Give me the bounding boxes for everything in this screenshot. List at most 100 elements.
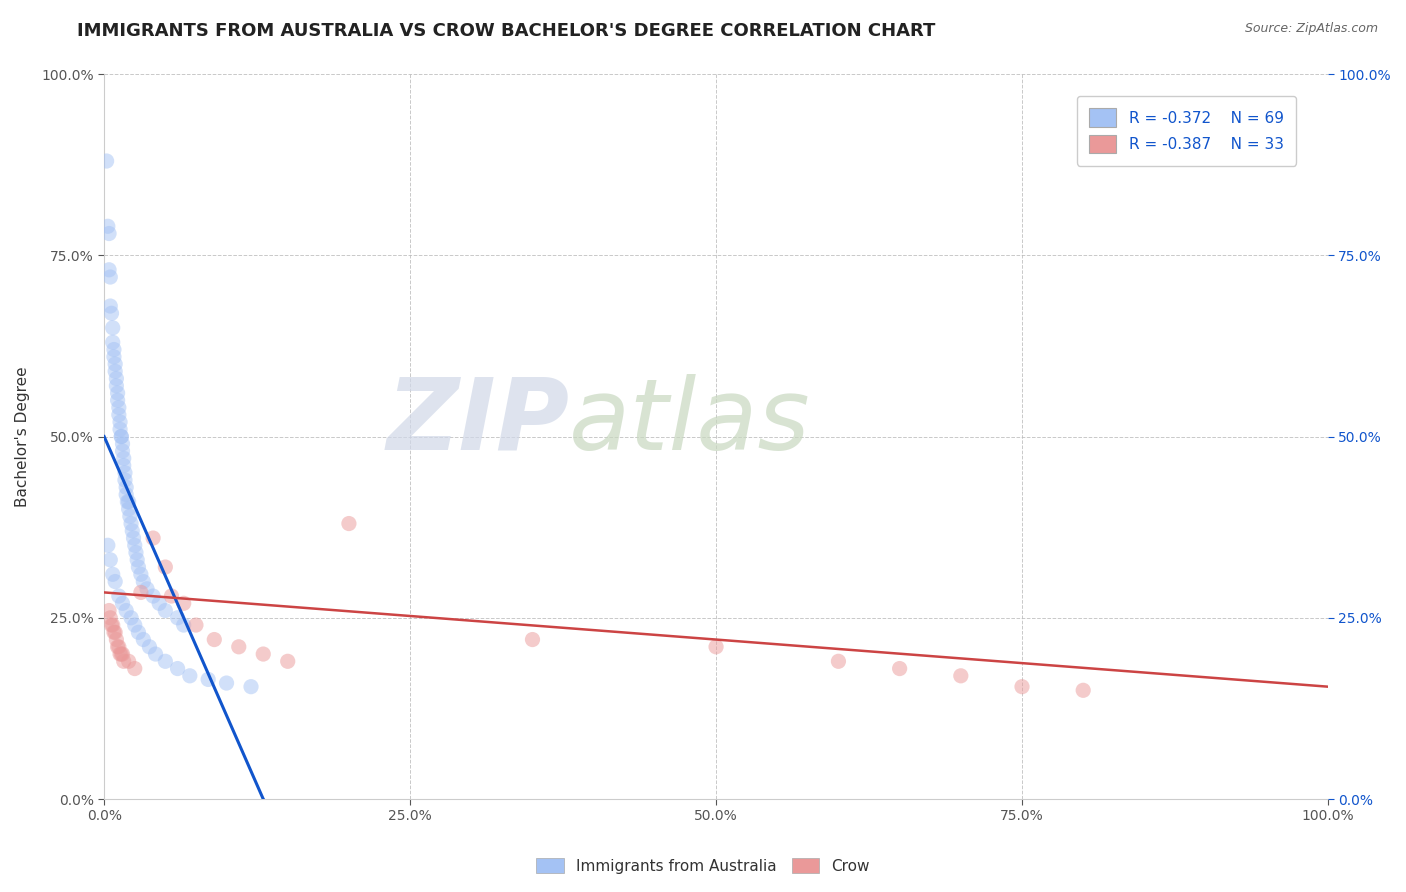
Point — [98, 299, 121, 313]
Point — [124, 618, 146, 632]
Point — [173, 596, 195, 610]
Point — [108, 408, 131, 422]
Point — [115, 487, 138, 501]
Point — [117, 502, 139, 516]
Point — [100, 306, 122, 320]
Point — [184, 618, 207, 632]
Point — [148, 596, 170, 610]
Text: atlas: atlas — [569, 374, 811, 471]
Point — [117, 654, 139, 668]
Point — [127, 553, 149, 567]
Point — [107, 386, 129, 401]
Point — [112, 654, 135, 668]
Point — [100, 618, 122, 632]
Point — [111, 444, 134, 458]
Point — [105, 632, 128, 647]
Point — [122, 531, 145, 545]
Point — [827, 654, 849, 668]
Point — [104, 357, 127, 371]
Point — [103, 625, 125, 640]
Point — [704, 640, 727, 654]
Point — [115, 480, 138, 494]
Point — [110, 429, 132, 443]
Point — [155, 560, 177, 574]
Point — [103, 343, 125, 357]
Point — [101, 320, 124, 334]
Text: IMMIGRANTS FROM AUSTRALIA VS CROW BACHELOR'S DEGREE CORRELATION CHART: IMMIGRANTS FROM AUSTRALIA VS CROW BACHEL… — [77, 22, 936, 40]
Point — [118, 509, 141, 524]
Point — [132, 632, 155, 647]
Point — [98, 611, 121, 625]
Point — [240, 680, 263, 694]
Point — [114, 466, 136, 480]
Point — [101, 335, 124, 350]
Point — [202, 632, 225, 647]
Text: ZIP: ZIP — [387, 374, 569, 471]
Point — [97, 538, 120, 552]
Legend: R = -0.372    N = 69, R = -0.387    N = 33: R = -0.372 N = 69, R = -0.387 N = 33 — [1077, 96, 1296, 166]
Point — [166, 611, 188, 625]
Point — [129, 567, 152, 582]
Point — [98, 270, 121, 285]
Point — [1071, 683, 1094, 698]
Point — [97, 219, 120, 234]
Point — [101, 618, 124, 632]
Point — [160, 589, 183, 603]
Point — [145, 647, 167, 661]
Point — [105, 378, 128, 392]
Point — [125, 545, 148, 559]
Point — [124, 538, 146, 552]
Point — [889, 662, 911, 676]
Point — [98, 553, 121, 567]
Point — [120, 611, 142, 625]
Point — [110, 429, 132, 443]
Point — [104, 625, 127, 640]
Point — [252, 647, 274, 661]
Point — [107, 393, 129, 408]
Point — [111, 647, 134, 661]
Point — [127, 625, 149, 640]
Text: Source: ZipAtlas.com: Source: ZipAtlas.com — [1244, 22, 1378, 36]
Legend: Immigrants from Australia, Crow: Immigrants from Australia, Crow — [530, 852, 876, 880]
Point — [114, 473, 136, 487]
Point — [142, 531, 165, 545]
Point — [121, 524, 143, 538]
Point — [277, 654, 299, 668]
Point — [117, 495, 139, 509]
Point — [110, 647, 132, 661]
Point — [949, 669, 972, 683]
Point — [155, 603, 177, 617]
Point — [108, 640, 131, 654]
Point — [108, 647, 131, 661]
Point — [112, 451, 135, 466]
Point — [111, 596, 134, 610]
Point — [98, 603, 121, 617]
Point — [104, 574, 127, 589]
Point — [103, 350, 125, 364]
Point — [107, 640, 129, 654]
Point — [132, 574, 155, 589]
Point — [522, 632, 544, 647]
Point — [105, 371, 128, 385]
Point — [108, 422, 131, 436]
Point — [228, 640, 250, 654]
Point — [111, 437, 134, 451]
Point — [96, 154, 118, 169]
Point — [108, 589, 131, 603]
Point — [108, 401, 131, 415]
Point — [101, 567, 124, 582]
Point — [166, 662, 188, 676]
Point — [197, 673, 219, 687]
Point — [112, 458, 135, 473]
Point — [155, 654, 177, 668]
Point — [173, 618, 195, 632]
Point — [117, 495, 139, 509]
Point — [337, 516, 360, 531]
Point — [108, 415, 131, 429]
Point — [1011, 680, 1033, 694]
Point — [179, 669, 201, 683]
Point — [142, 589, 165, 603]
Point — [115, 603, 138, 617]
Point — [127, 560, 149, 574]
Point — [98, 262, 121, 277]
